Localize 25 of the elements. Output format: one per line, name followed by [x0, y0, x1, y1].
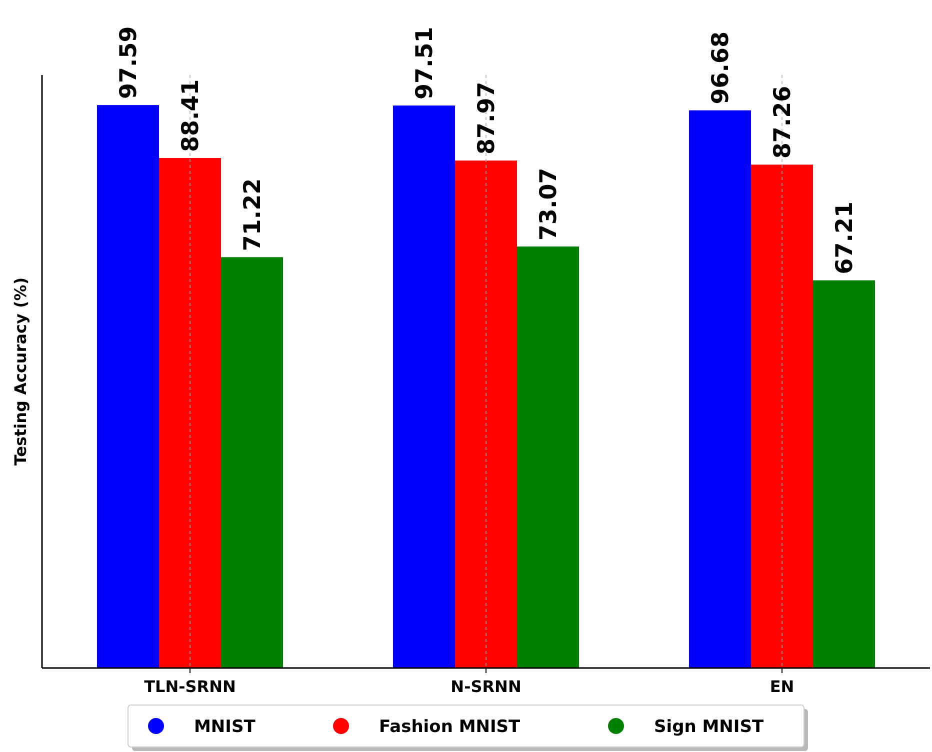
data-label: 97.59: [116, 26, 142, 100]
data-label: 88.41: [178, 79, 204, 152]
bar: [97, 105, 159, 668]
bar: [813, 280, 875, 668]
x-tick-label: TLN-SRNN: [144, 677, 236, 696]
bar: [159, 158, 221, 668]
bar: [517, 246, 579, 668]
bar: [455, 160, 517, 668]
data-label: 87.26: [770, 86, 796, 159]
bar: [221, 257, 283, 668]
y-axis-title: Testing Accuracy (%): [11, 277, 30, 466]
data-label: 73.07: [536, 168, 562, 240]
bar: [689, 110, 751, 668]
data-label: 87.97: [474, 82, 500, 155]
x-tick-label: EN: [770, 677, 794, 696]
data-label: 67.21: [832, 202, 858, 274]
bar: [751, 164, 813, 668]
legend-label: Sign MNIST: [654, 716, 764, 737]
legend-label: Fashion MNIST: [379, 716, 521, 737]
legend-label: MNIST: [194, 716, 256, 737]
data-label: 97.51: [412, 26, 438, 100]
bar: [393, 106, 455, 668]
x-tick-label: N-SRNN: [450, 677, 522, 696]
data-label: 71.22: [240, 178, 266, 252]
data-label: 96.68: [708, 32, 734, 104]
